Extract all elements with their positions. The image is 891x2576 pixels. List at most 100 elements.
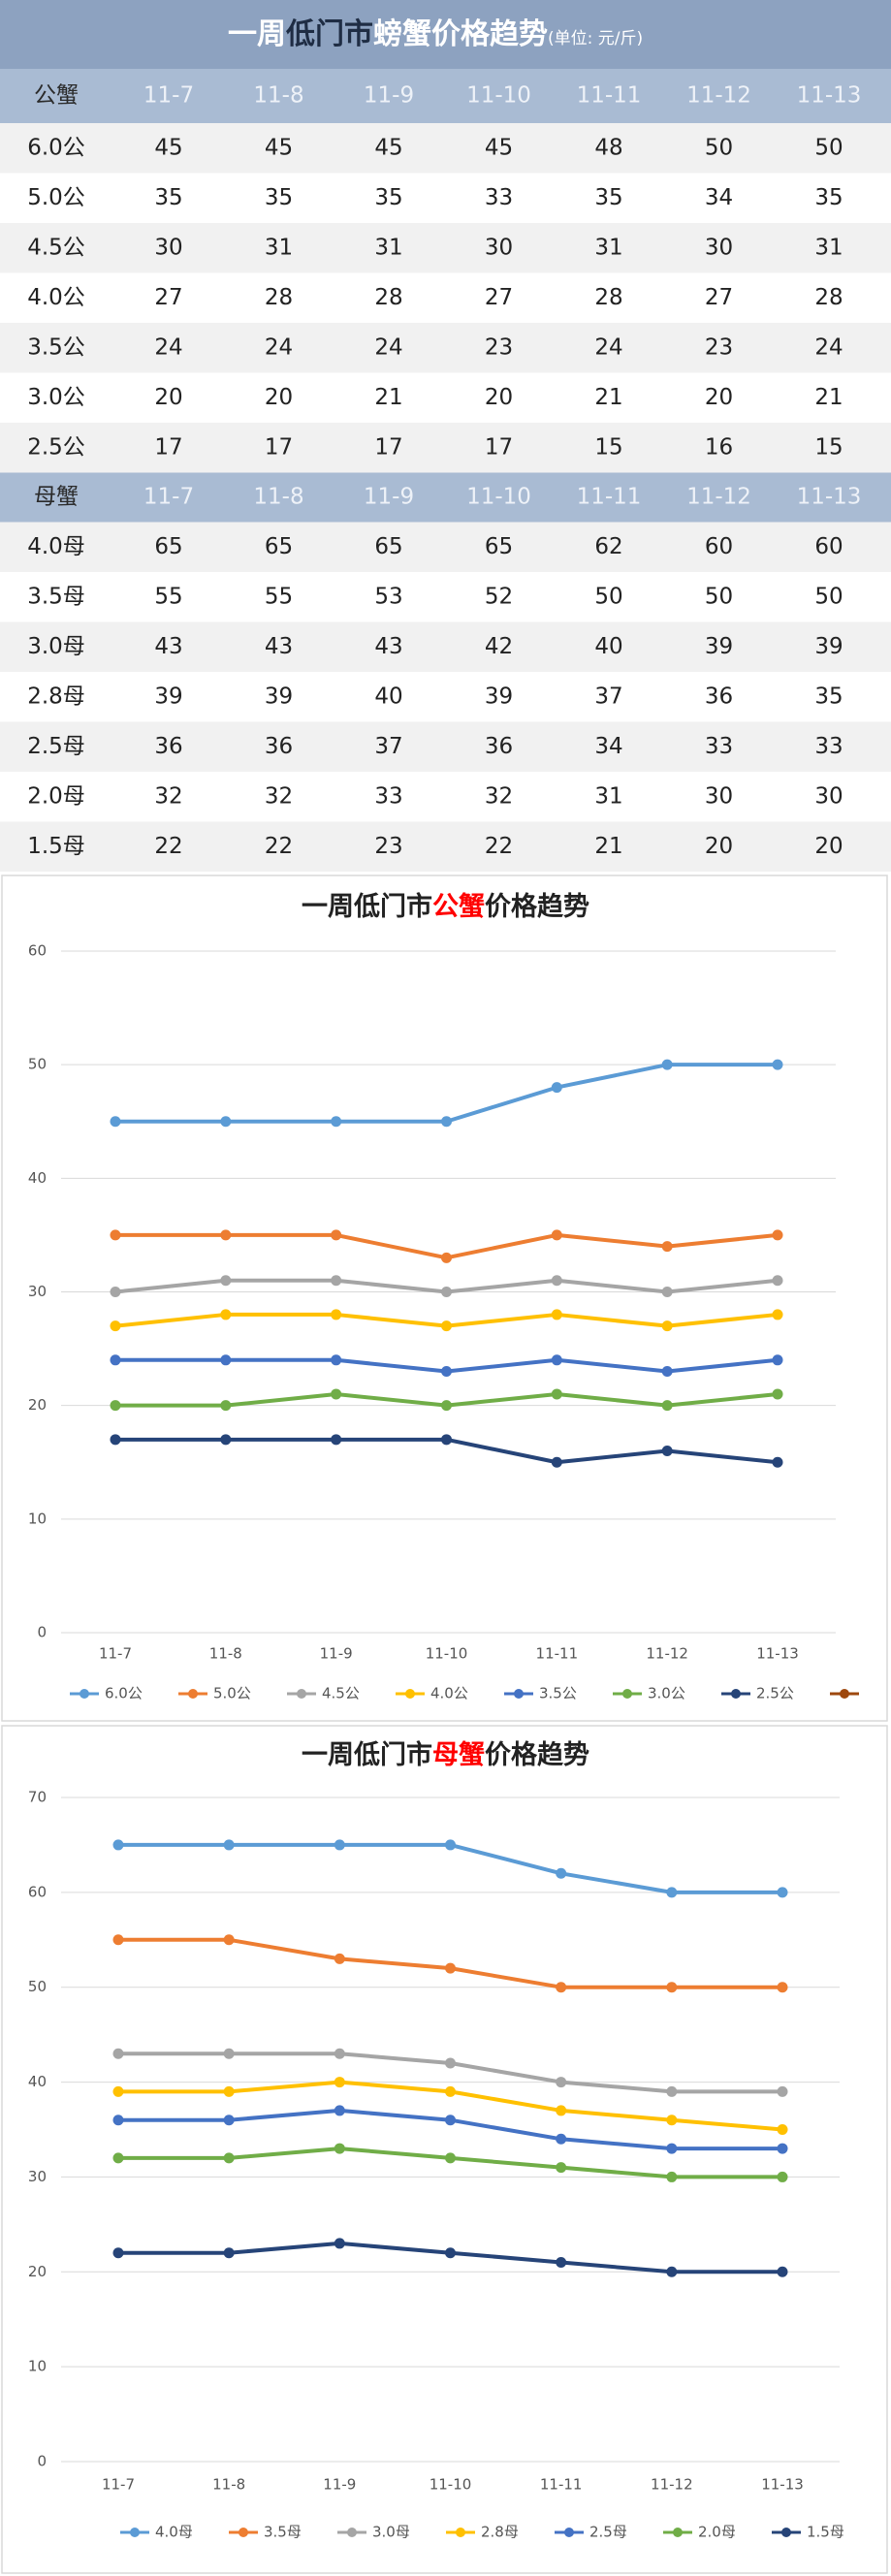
title-part: 母蟹 <box>432 1740 485 1770</box>
table-cell: 30 <box>485 235 513 260</box>
legend-marker <box>188 1689 198 1699</box>
table-cell: 21 <box>594 385 622 410</box>
y-tick-label: 0 <box>37 1624 47 1641</box>
table-cell: 50 <box>814 584 843 609</box>
table-cell: 27 <box>485 285 513 310</box>
table-cell: 32 <box>265 783 293 809</box>
legend-marker <box>297 1689 306 1699</box>
y-tick-label: 40 <box>28 2073 47 2090</box>
title-part: 低门市 <box>285 17 373 51</box>
table-cell: 43 <box>374 634 402 659</box>
table-cell: 23 <box>705 334 733 360</box>
data-point <box>445 2085 456 2097</box>
table-cell: 20 <box>705 385 733 410</box>
table-cell: 17 <box>154 434 182 460</box>
table-cell: 2.0母 <box>27 783 85 809</box>
data-point <box>556 2105 567 2116</box>
data-point <box>110 1287 121 1297</box>
data-point <box>661 1366 673 1378</box>
data-point <box>334 2048 345 2059</box>
table-cell: 4.0公 <box>27 285 85 310</box>
data-point <box>441 1287 452 1297</box>
data-point <box>666 2115 678 2126</box>
data-point <box>556 2162 567 2174</box>
y-tick-label: 60 <box>28 1883 47 1900</box>
chart-frame <box>1 875 888 1722</box>
data-point <box>441 1116 452 1128</box>
table-cell: 35 <box>265 185 293 210</box>
data-point <box>223 2247 235 2259</box>
table-cell: 15 <box>814 434 843 460</box>
data-point <box>112 1839 124 1851</box>
table-row <box>0 821 891 872</box>
legend-label: 2.5公 <box>756 1685 794 1702</box>
table-row <box>0 621 891 672</box>
table-cell: 20 <box>814 834 843 859</box>
header-cell: 11-10 <box>466 83 531 109</box>
data-point <box>441 1366 452 1378</box>
table-cell: 35 <box>594 185 622 210</box>
data-point <box>661 1400 673 1412</box>
title-bar <box>0 0 891 69</box>
x-tick-label: 11-9 <box>323 2476 356 2494</box>
table-cell: 62 <box>594 534 622 559</box>
data-point <box>112 2152 124 2164</box>
table-cell: 3.5母 <box>27 584 85 609</box>
data-point <box>445 2247 456 2259</box>
data-point <box>441 1320 452 1332</box>
table-cell: 35 <box>814 684 843 709</box>
title-part: 一周低门市 <box>302 1739 432 1770</box>
data-point <box>441 1434 452 1446</box>
table-cell: 48 <box>594 135 622 160</box>
x-tick-label: 11-8 <box>209 1645 242 1663</box>
table-row <box>0 522 891 572</box>
y-tick-label: 30 <box>28 2168 47 2185</box>
data-point <box>772 1229 783 1241</box>
y-tick-label: 50 <box>28 1978 47 1995</box>
legend-label: 4.5公 <box>322 1685 360 1702</box>
table-cell: 40 <box>594 634 622 659</box>
data-point <box>445 1962 456 1974</box>
table-cell: 3.5公 <box>27 334 85 360</box>
header-cell: 11-9 <box>364 83 414 109</box>
table-row <box>0 123 891 174</box>
table-title: 一周低门市螃蟹价格趋势 <box>228 17 548 51</box>
data-point <box>777 1887 788 1898</box>
legend-label: 4.0公 <box>430 1685 468 1702</box>
table-cell: 24 <box>594 334 622 360</box>
data-point <box>556 2257 567 2268</box>
data-point <box>772 1309 783 1320</box>
table-cell: 34 <box>594 734 622 759</box>
table-cell: 30 <box>705 783 733 809</box>
data-point <box>334 1953 345 1964</box>
data-point <box>220 1309 232 1320</box>
x-tick-label: 11-11 <box>536 1645 579 1663</box>
table-cell: 45 <box>485 135 513 160</box>
header-cell: 11-10 <box>466 485 531 510</box>
table-cell: 3.0公 <box>27 385 85 410</box>
table-cell: 33 <box>485 185 513 210</box>
data-point <box>777 2085 788 2097</box>
legend-marker <box>731 1689 741 1699</box>
table-cell: 6.0公 <box>27 135 85 160</box>
header-cell: 11-13 <box>797 485 862 510</box>
table-cell: 17 <box>485 434 513 460</box>
data-point <box>112 2085 124 2097</box>
table-cell: 15 <box>594 434 622 460</box>
data-point <box>445 2152 456 2164</box>
table-cell: 50 <box>814 135 843 160</box>
table-cell: 55 <box>154 584 182 609</box>
data-point <box>334 2143 345 2154</box>
table-row <box>0 572 891 622</box>
data-point <box>772 1456 783 1468</box>
table-cell: 24 <box>374 334 402 360</box>
data-point <box>110 1229 121 1241</box>
table-cell: 65 <box>154 534 182 559</box>
data-point <box>661 1320 673 1332</box>
table-cell: 45 <box>154 135 182 160</box>
table-cell: 20 <box>154 385 182 410</box>
legend-label: 2.8母 <box>481 2524 519 2541</box>
data-point <box>445 1839 456 1851</box>
table-cell: 39 <box>705 634 733 659</box>
table-cell: 24 <box>154 334 182 360</box>
